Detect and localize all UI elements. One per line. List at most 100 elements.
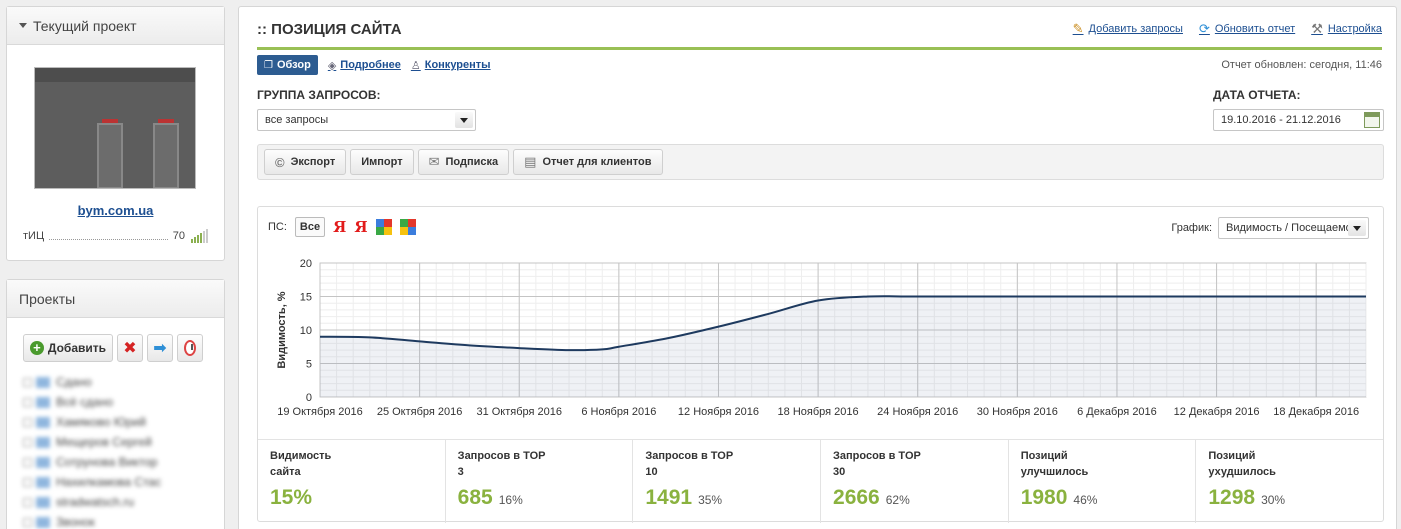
google-region-icon[interactable] [399,219,416,235]
project-list-item[interactable]: Сдано [23,372,213,392]
plus-icon: + [30,341,44,355]
calendar-icon[interactable] [1364,112,1380,128]
y-tick-label: 5 [306,359,312,371]
report-date-input[interactable]: 19.10.2016 - 21.12.2016 [1213,109,1384,131]
google-icon[interactable] [375,219,392,235]
project-name: Сдано [56,375,92,389]
x-tick-label: 30 Ноября 2016 [977,406,1058,418]
project-name: Всё сдано [56,395,113,409]
folder-icon [36,496,50,508]
ps-all-button[interactable]: Все [294,217,326,237]
stat-label: Запросов в TOP 30 [833,450,921,478]
stat-cell: Позиций улучшилось 1980 46% [1009,440,1197,523]
title-underline [257,47,1382,50]
add-queries-link[interactable]: ✎ Добавить запросы [1073,21,1183,37]
delete-project-button[interactable]: ✖ [117,334,143,362]
current-project-header[interactable]: Текущий проект [7,7,224,45]
search-engine-filter: ПС: Все Я Я [268,217,416,237]
folder-icon [36,416,50,428]
close-icon: ✖ [123,340,137,357]
stats-bar: Видимость сайта 15% Запросов в TOP 3 685 16%… [258,439,1383,523]
project-list-item[interactable]: Нахилкамова Стас [23,472,213,492]
tic-label: тИЦ [23,230,45,242]
yandex-icon[interactable]: Я [333,218,347,236]
project-name: stradwatsch.ru [56,495,135,509]
query-group-select[interactable]: все запросы [257,109,476,131]
stat-value: 1298 [1208,486,1256,509]
stat-cell: Видимость сайта 15% [258,440,446,523]
current-project-title: Текущий проект [33,17,137,34]
expand-icon[interactable] [23,417,32,427]
folder-icon [36,436,50,448]
expand-icon[interactable] [23,497,32,507]
stat-cell: Запросов в TOP 10 1491 35% [633,440,822,523]
site-link[interactable]: bym.com.ua [77,203,154,218]
project-list-item[interactable]: Мещеров Сергей [23,432,213,452]
export-button[interactable]: © Экспорт [264,149,347,175]
tab-competitors[interactable]: ♙ Конкуренты [411,59,491,72]
expand-icon[interactable] [23,377,32,387]
history-button[interactable] [177,334,203,362]
expand-icon[interactable] [23,477,32,487]
projects-header: Проекты [7,280,224,318]
stat-cell: Позиций ухудшилось 1298 30% [1196,440,1383,523]
tic-value: 70 [172,230,185,242]
client-report-label: Отчет для клиентов [542,156,652,168]
site-thumbnail[interactable] [34,67,196,189]
project-list-item[interactable]: Хамяково Юрий [23,412,213,432]
refresh-icon: ⟳ [1198,21,1210,36]
add-queries-label: Добавить запросы [1088,23,1183,35]
pencil-icon: ✎ [1072,21,1084,36]
stat-value: 15% [270,486,313,509]
x-tick-label: 12 Ноября 2016 [678,406,759,418]
ps-label: ПС: [268,221,287,233]
chevron-down-icon[interactable] [455,112,473,128]
graph-label: График: [1171,222,1212,234]
x-tick-label: 6 Ноября 2016 [581,406,656,418]
notebook-icon: ▤ [524,154,537,169]
tab-overview[interactable]: ❐ Обзор [257,55,318,75]
export-icon: © [275,154,285,170]
client-report-button[interactable]: ▤ Отчет для клиентов [513,149,663,175]
folder-icon [36,476,50,488]
project-list-item[interactable]: Всё сдано [23,392,213,412]
stat-label: Запросов в TOP 3 [457,450,546,478]
folder-icon [36,456,50,468]
visibility-area [320,296,1366,397]
project-list-item[interactable]: stradwatsch.ru [23,492,213,512]
import-label: Импорт [361,156,403,168]
expand-icon[interactable] [23,517,32,527]
collapse-triangle-icon[interactable] [19,23,27,28]
stat-value: 1491 [645,486,693,509]
project-name: Хамяково Юрий [56,415,146,429]
folder-icon [36,396,50,408]
project-list-item[interactable]: Сотрунова Виктор [23,452,213,472]
project-list-item[interactable]: Звонок [23,512,213,529]
yandex-region-icon[interactable]: Я [354,218,368,236]
y-axis-label: Видимость, % [276,291,288,368]
chevron-down-icon[interactable] [1348,220,1366,236]
expand-icon[interactable] [23,457,32,467]
stat-cell: Запросов в TOP 30 2666 62% [821,440,1009,523]
refresh-label: Обновить отчет [1214,23,1296,35]
export-label: Экспорт [290,156,336,168]
stat-percent: 30% [1261,493,1286,507]
subscribe-button[interactable]: ✉ Подписка [417,149,510,175]
main-panel: :: ПОЗИЦИЯ САЙТА ✎ Добавить запросы ⟳ Обно… [238,6,1397,529]
move-project-button[interactable]: ➡ [147,334,173,362]
overview-icon: ❐ [264,59,273,71]
toolbar: © Экспорт Импорт ✉ Подписка ▤ Отчет для кли… [257,144,1384,180]
query-group-value: все запросы [265,114,329,126]
refresh-report-link[interactable]: ⟳ Обновить отчет [1199,21,1295,37]
settings-link[interactable]: ⚒ Настройка [1311,21,1382,37]
add-project-button[interactable]: + Добавить [23,334,113,362]
expand-icon[interactable] [23,397,32,407]
tab-details[interactable]: ◈ Подробнее [328,59,401,72]
graph-type-select[interactable]: Видимость / Посещаемость [1218,217,1369,239]
graph-type-value: Видимость / Посещаемость [1226,222,1348,234]
report-updated-text: Отчет обновлен: сегодня, 11:46 [1221,59,1382,71]
expand-icon[interactable] [23,437,32,447]
import-button[interactable]: Импорт [350,149,414,175]
y-tick-label: 0 [306,392,312,404]
stat-percent: 62% [885,493,910,507]
